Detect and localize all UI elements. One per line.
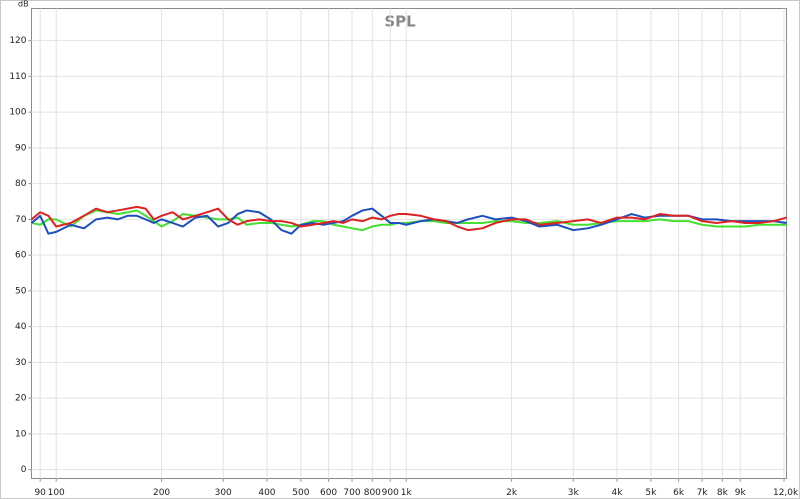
x-tick-label: 9k	[735, 488, 747, 498]
plot-area	[31, 8, 787, 479]
x-tick-label: 500	[292, 488, 309, 498]
x-tick-label: 5k	[645, 488, 657, 498]
x-tick-label: 700	[343, 488, 360, 498]
y-tick-label: 100	[9, 108, 26, 118]
x-tick-label: 100	[48, 488, 65, 498]
y-axis-label: dB	[18, 0, 29, 9]
y-tick-label: 80	[15, 179, 27, 189]
x-tick-label: 400	[258, 488, 275, 498]
x-tick-label: 2k	[506, 488, 518, 498]
x-tick-label: 1k	[401, 488, 413, 498]
series-line	[30, 207, 787, 235]
x-tick-label: 800	[364, 488, 381, 498]
x-tick-label: 90	[34, 488, 46, 498]
x-tick-label: 900	[382, 488, 399, 498]
y-tick-label: 120	[9, 36, 26, 46]
y-tick-label: 10	[15, 429, 27, 439]
y-tick-label: 70	[15, 215, 27, 225]
series-line	[31, 209, 787, 232]
x-tick-label: 6k	[673, 488, 685, 498]
y-tick-label: 60	[15, 251, 27, 261]
x-tick-label: 600	[320, 488, 337, 498]
y-tick-label: 30	[15, 358, 27, 368]
y-tick-label: 50	[15, 286, 27, 296]
x-tick-label: 3k	[568, 488, 580, 498]
x-tick-label: 12,0k Hz	[773, 488, 800, 498]
y-tick-label: 90	[15, 143, 27, 153]
x-tick-label: 4k	[612, 488, 624, 498]
y-tick-label: 0	[21, 465, 27, 475]
chart-title: SPL	[384, 13, 416, 31]
x-tick-label: 7k	[697, 488, 709, 498]
y-tick-label: 20	[15, 394, 27, 404]
y-tick-label: 40	[15, 322, 27, 332]
y-tick-label: 110	[9, 72, 26, 82]
x-tick-label: 8k	[717, 488, 729, 498]
series-line	[30, 205, 787, 232]
x-tick-label: 200	[153, 488, 170, 498]
x-tick-label: 300	[215, 488, 232, 498]
